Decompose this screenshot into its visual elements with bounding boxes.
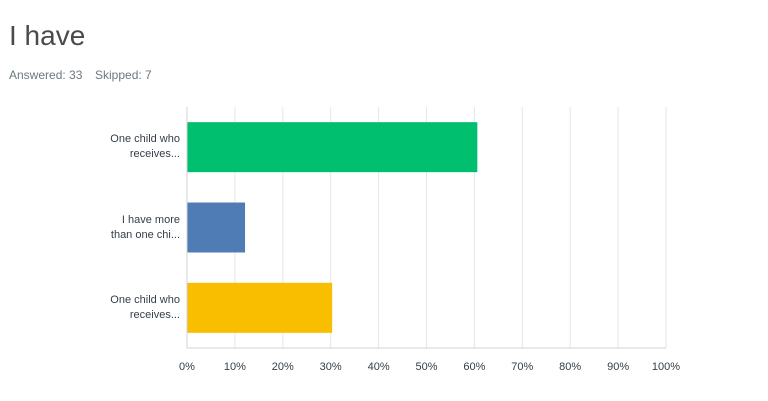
bar bbox=[187, 202, 246, 253]
bar bbox=[187, 282, 333, 333]
x-tick-label: 40% bbox=[368, 361, 390, 373]
x-tick-label: 80% bbox=[559, 361, 581, 373]
x-tick-label: 30% bbox=[320, 361, 342, 373]
skipped-count: Skipped: 7 bbox=[95, 68, 152, 82]
y-tick-label: I have more than one chi... bbox=[110, 213, 180, 241]
answered-count: Answered: 33 bbox=[9, 68, 83, 82]
x-tick-label: 90% bbox=[607, 361, 629, 373]
x-tick-label: 20% bbox=[272, 361, 294, 373]
x-tick-label: 100% bbox=[652, 361, 680, 373]
bar bbox=[187, 122, 478, 173]
x-tick-label: 50% bbox=[415, 361, 437, 373]
y-tick-label: One child who receives... bbox=[110, 133, 180, 161]
title: I have bbox=[9, 20, 86, 51]
x-tick-label: 10% bbox=[224, 361, 246, 373]
x-tick-label: 70% bbox=[511, 361, 533, 373]
y-tick-label: One child who receives... bbox=[110, 293, 180, 321]
x-tick-label: 0% bbox=[179, 361, 195, 373]
x-tick-label: 60% bbox=[463, 361, 485, 373]
